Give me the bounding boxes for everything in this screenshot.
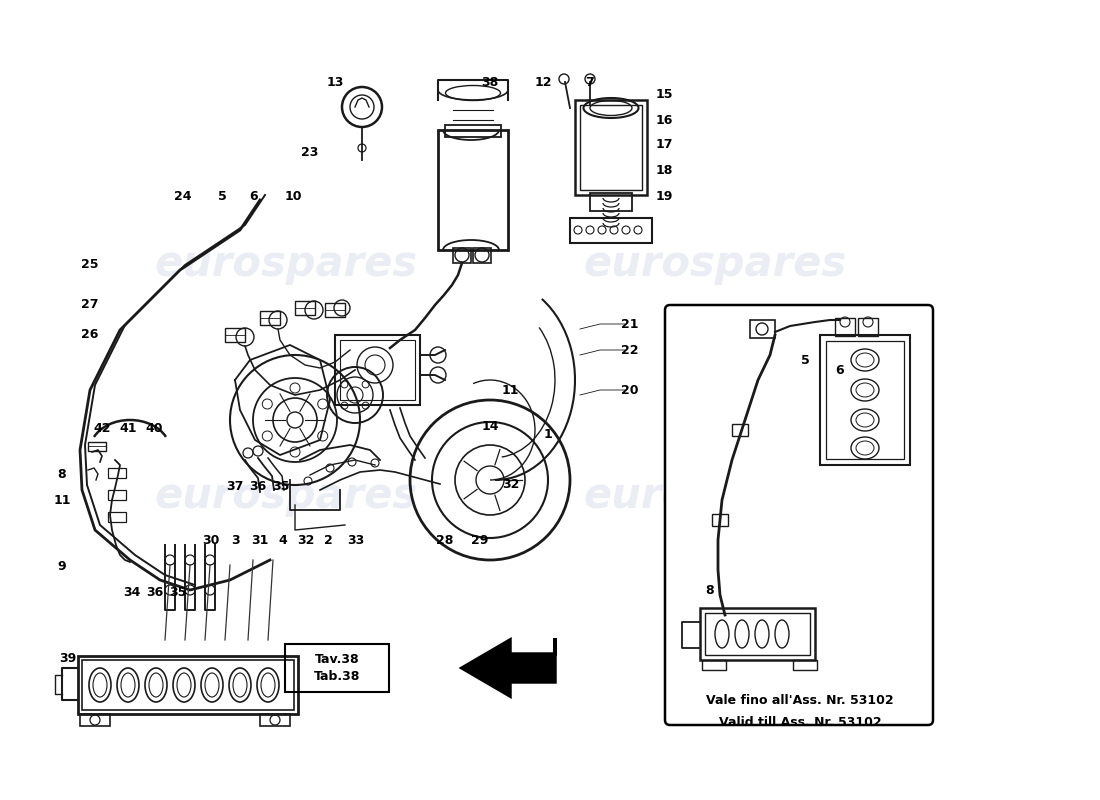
Text: Tav.38: Tav.38 — [315, 654, 360, 666]
Text: 5: 5 — [218, 190, 227, 202]
Text: 15: 15 — [656, 89, 673, 102]
Text: 5: 5 — [801, 354, 810, 366]
Text: 32: 32 — [503, 478, 519, 490]
Bar — [108, 490, 126, 500]
Bar — [108, 468, 126, 478]
FancyBboxPatch shape — [666, 305, 933, 725]
Text: 35: 35 — [169, 586, 187, 598]
Bar — [260, 714, 290, 726]
Bar — [732, 424, 748, 436]
Bar — [793, 660, 817, 670]
Bar — [473, 248, 491, 263]
Text: 24: 24 — [174, 190, 191, 202]
Text: 39: 39 — [59, 651, 77, 665]
Text: 21: 21 — [621, 318, 639, 330]
Text: 10: 10 — [284, 190, 301, 202]
Text: 41: 41 — [119, 422, 136, 434]
Bar — [285, 644, 389, 692]
Bar — [446, 125, 501, 137]
Text: 33: 33 — [348, 534, 364, 546]
Bar — [340, 340, 415, 400]
Bar — [108, 512, 126, 522]
Text: 23: 23 — [301, 146, 319, 158]
Text: 35: 35 — [273, 479, 289, 493]
Text: 13: 13 — [327, 75, 343, 89]
Text: 25: 25 — [81, 258, 99, 270]
Text: 27: 27 — [81, 298, 99, 310]
Text: 4: 4 — [278, 534, 287, 546]
Text: 9: 9 — [57, 559, 66, 573]
Polygon shape — [462, 638, 556, 696]
Text: 7: 7 — [585, 75, 594, 89]
Bar — [750, 320, 776, 338]
Bar — [78, 656, 298, 714]
Bar — [453, 248, 471, 263]
Text: 22: 22 — [621, 343, 639, 357]
Bar — [575, 100, 647, 195]
Text: 28: 28 — [437, 534, 453, 546]
Bar — [580, 105, 642, 190]
Text: 42: 42 — [94, 422, 111, 434]
Text: 8: 8 — [57, 467, 66, 481]
Bar — [570, 218, 652, 243]
Bar — [820, 335, 910, 465]
Text: 2: 2 — [323, 534, 332, 546]
Bar — [324, 303, 345, 317]
Text: 36: 36 — [146, 586, 164, 598]
Text: 18: 18 — [656, 163, 673, 177]
Bar — [826, 341, 904, 459]
Bar — [705, 613, 810, 655]
Text: 31: 31 — [251, 534, 268, 546]
Bar — [88, 442, 106, 451]
Text: 38: 38 — [482, 75, 498, 89]
Bar — [260, 311, 280, 325]
Bar — [702, 660, 726, 670]
Text: eurospares: eurospares — [583, 243, 847, 285]
Text: eurospares: eurospares — [154, 243, 418, 285]
Text: 19: 19 — [656, 190, 673, 203]
Bar — [336, 335, 420, 405]
Text: 34: 34 — [123, 586, 141, 598]
Text: 12: 12 — [535, 75, 552, 89]
Text: Valid till Ass. Nr. 53102: Valid till Ass. Nr. 53102 — [718, 715, 881, 729]
Text: eurospares: eurospares — [583, 475, 847, 517]
Bar — [80, 714, 110, 726]
Bar — [835, 318, 855, 336]
Text: 17: 17 — [656, 138, 673, 151]
Text: Tab.38: Tab.38 — [314, 670, 360, 683]
Text: 36: 36 — [250, 479, 266, 493]
Bar — [712, 514, 728, 526]
Bar — [438, 130, 508, 250]
Bar — [295, 301, 315, 315]
Bar — [858, 318, 878, 336]
Bar — [226, 328, 245, 342]
Text: 30: 30 — [202, 534, 220, 546]
Text: 1: 1 — [543, 427, 552, 441]
Text: eurospares: eurospares — [154, 475, 418, 517]
Text: 14: 14 — [482, 419, 498, 433]
Text: 16: 16 — [656, 114, 673, 126]
Text: 11: 11 — [502, 383, 519, 397]
Text: 3: 3 — [232, 534, 240, 546]
Text: 6: 6 — [836, 363, 845, 377]
Text: 11: 11 — [53, 494, 70, 506]
Bar — [700, 608, 815, 660]
Text: 29: 29 — [471, 534, 488, 546]
Text: 6: 6 — [250, 190, 258, 202]
Text: 20: 20 — [621, 383, 639, 397]
Text: 32: 32 — [297, 534, 315, 546]
Text: 8: 8 — [706, 583, 714, 597]
Text: Vale fino all'Ass. Nr. 53102: Vale fino all'Ass. Nr. 53102 — [706, 694, 894, 706]
Bar — [82, 660, 294, 710]
Text: 40: 40 — [145, 422, 163, 434]
Text: 26: 26 — [81, 327, 99, 341]
Bar — [590, 193, 632, 211]
Text: 37: 37 — [227, 479, 244, 493]
